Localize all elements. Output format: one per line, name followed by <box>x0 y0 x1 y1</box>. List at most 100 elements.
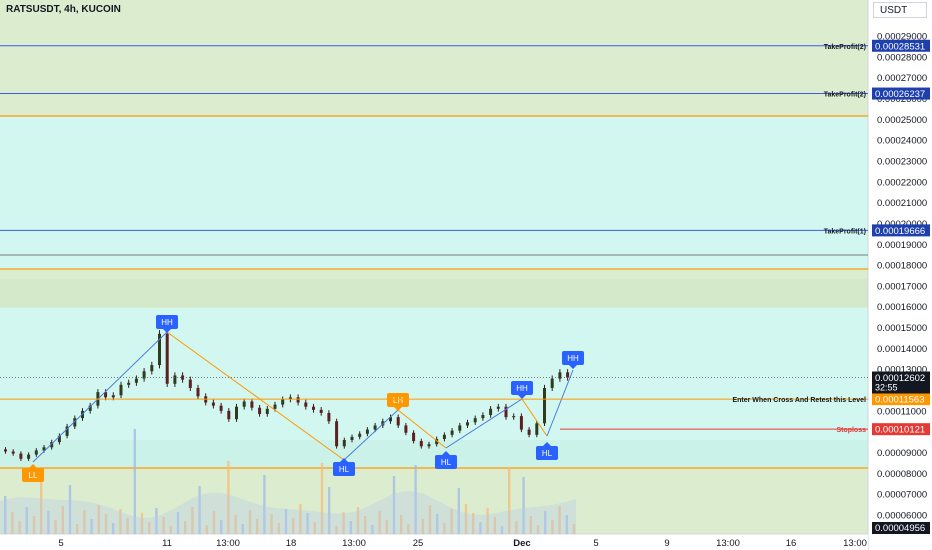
candle-bear <box>412 432 416 442</box>
volume-bar <box>76 524 79 534</box>
volume-bar <box>54 520 57 534</box>
current-price-text: 0.00012602 <box>875 373 925 384</box>
volume-bar <box>572 524 576 534</box>
candle-bull <box>273 404 277 409</box>
candle-bull <box>358 433 362 437</box>
candle-bull <box>111 395 115 398</box>
volume-bar <box>472 513 475 534</box>
candle-bear <box>319 409 323 413</box>
marker-label: LL <box>29 471 38 480</box>
pivot-marker-hh: HH <box>156 315 178 333</box>
candle-bear <box>227 410 231 420</box>
volume-bar <box>299 504 302 534</box>
candle-bull <box>512 416 516 418</box>
candle-bull <box>365 429 369 434</box>
volume-bar <box>284 509 288 534</box>
price-tick-label: 0.00015000 <box>877 323 927 334</box>
candle-bull <box>65 426 69 436</box>
currency-selector[interactable]: USDT <box>873 2 927 18</box>
marker-box <box>536 446 558 460</box>
price-tick-label: 0.00017000 <box>877 281 927 292</box>
volume-bar <box>11 512 14 534</box>
candle-bull <box>550 378 554 388</box>
time-tick-label: 13:00 <box>843 538 867 549</box>
volume-bar <box>335 526 338 534</box>
volume-bar <box>356 507 360 534</box>
candle-bear <box>165 333 169 384</box>
volume-bar <box>61 506 64 534</box>
candle-bull <box>242 401 246 407</box>
zigzag-segment <box>397 409 447 449</box>
candle-bull <box>466 422 469 426</box>
level-price-tag <box>872 393 930 406</box>
volume-bar <box>90 519 93 534</box>
volume-bar <box>148 522 151 534</box>
volume-bar <box>414 465 417 534</box>
price-tick-label: 0.00006000 <box>877 511 927 522</box>
zigzag-segment <box>445 398 523 449</box>
time-axis-panel <box>0 534 868 550</box>
candle-bull <box>57 435 61 443</box>
volume-bar <box>421 519 424 534</box>
marker-pointer <box>163 329 171 333</box>
volume-bar <box>558 506 561 534</box>
marker-box <box>156 315 178 329</box>
candle-bull <box>489 408 493 416</box>
volume-bar <box>493 517 496 534</box>
candle-bull <box>50 442 54 448</box>
volume-bar <box>500 526 504 534</box>
volume-bar <box>385 520 388 534</box>
volume-bar <box>83 510 86 534</box>
symbol-title[interactable]: RATSUSDT, 4h, KUCOIN <box>6 4 121 15</box>
marker-pointer <box>340 458 348 462</box>
volume-bar <box>47 511 50 534</box>
candle-bear <box>327 412 331 422</box>
marker-label: HL <box>441 458 452 467</box>
candle-bull <box>265 408 269 414</box>
volume-area <box>0 491 576 534</box>
time-tick-label: 5 <box>593 538 598 549</box>
volume-bar <box>133 429 136 534</box>
marker-pointer <box>394 407 402 411</box>
volume-bar <box>364 516 367 534</box>
price-tick-label: 0.00028000 <box>877 52 927 63</box>
candle-bull <box>158 333 161 366</box>
volume-bar <box>565 515 568 534</box>
price-tick-label: 0.00022000 <box>877 177 927 188</box>
volume-bar <box>313 522 316 534</box>
candle-bear <box>404 425 408 433</box>
volume-bar <box>40 480 43 534</box>
volume-bar <box>227 461 230 534</box>
pivot-marker-hl: HL <box>536 442 558 460</box>
level-price-text: 0.00011563 <box>875 395 925 406</box>
current-price-tag <box>872 371 930 394</box>
candle-bull <box>473 418 477 423</box>
pivot-marker-hl: HL <box>333 458 355 476</box>
level-price-tag <box>872 423 930 436</box>
volume-bar <box>4 496 7 534</box>
candle-bull <box>342 440 346 447</box>
volume-bar <box>263 475 266 534</box>
marker-label: LH <box>393 396 403 405</box>
candle-bear <box>296 397 300 403</box>
candle-bull <box>481 415 485 419</box>
price-tick-label: 0.00018000 <box>877 261 927 272</box>
marker-box <box>22 468 44 482</box>
marker-pointer <box>569 365 577 369</box>
volume-bar <box>155 508 158 534</box>
candle-bull <box>442 434 446 439</box>
marker-pointer <box>543 442 551 446</box>
price-tick-label: 0.00024000 <box>877 136 927 147</box>
volume-bar <box>349 521 352 534</box>
candle-bear <box>219 405 223 411</box>
price-tick-label: 0.00011000 <box>877 406 927 417</box>
candle-bull <box>127 382 131 385</box>
candle-bear <box>304 402 308 407</box>
candle-bull <box>34 450 38 455</box>
candle-bear <box>11 451 15 454</box>
volume-bar <box>479 522 482 534</box>
volume-bar <box>212 511 216 534</box>
volume-bar <box>392 476 396 534</box>
